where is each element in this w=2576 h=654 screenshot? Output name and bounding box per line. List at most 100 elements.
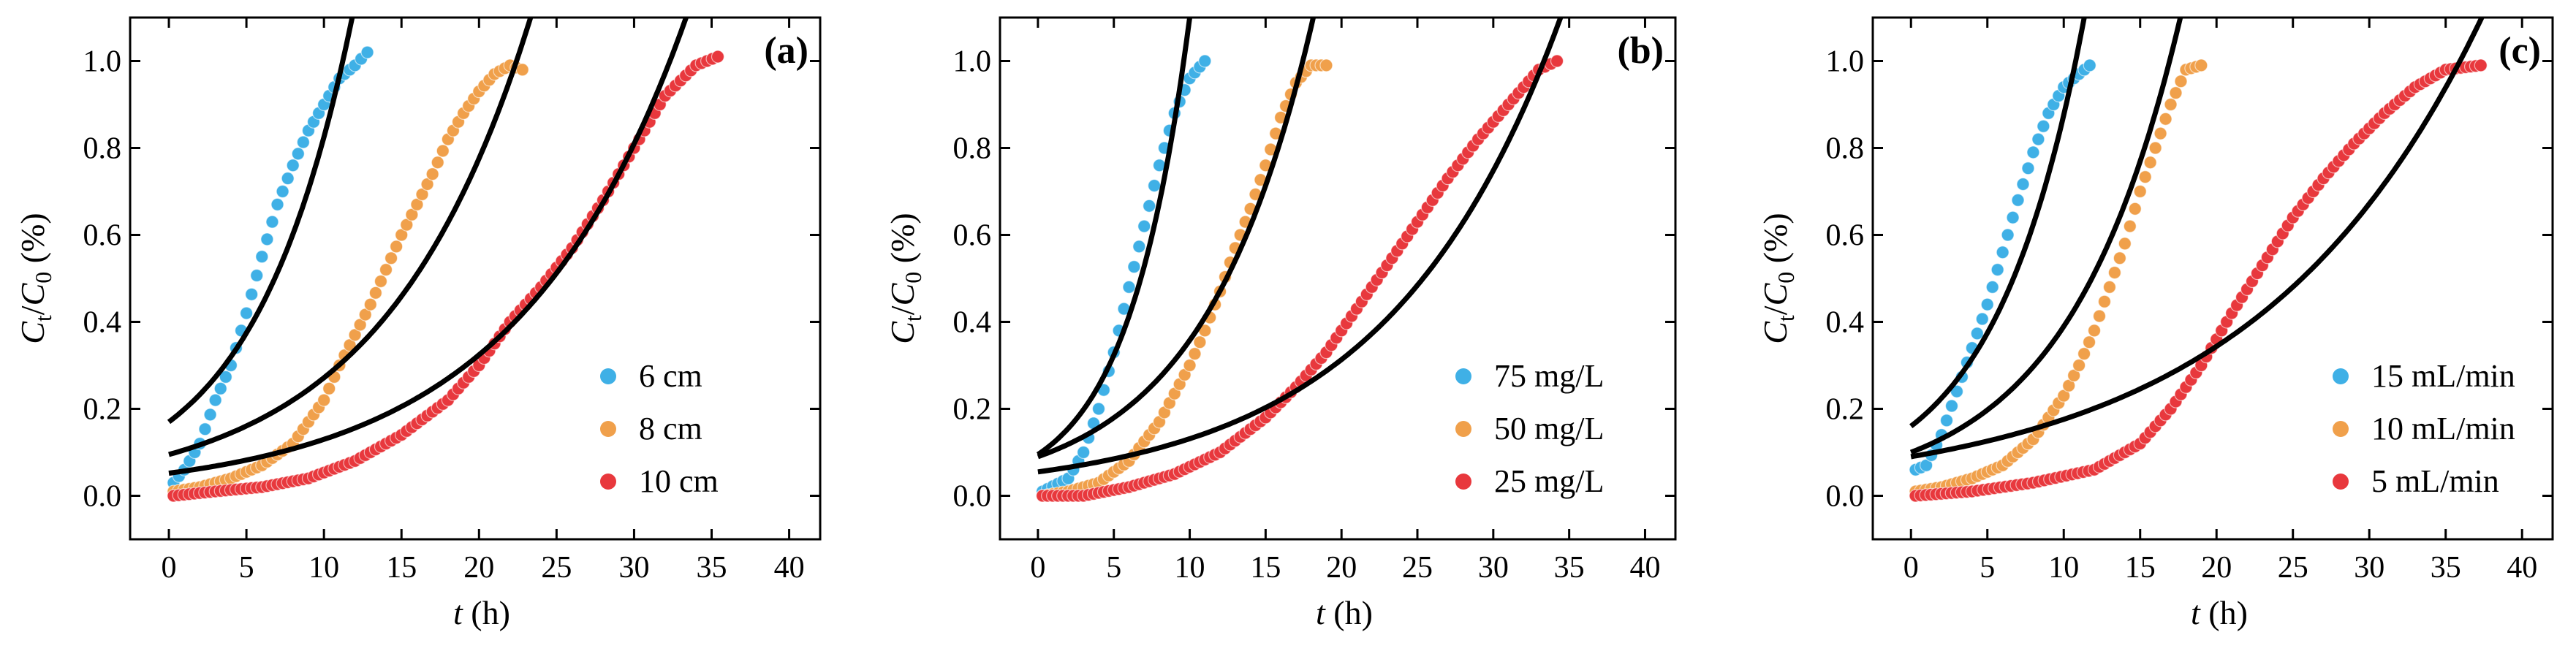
data-point	[2026, 145, 2040, 159]
legend-marker	[2333, 474, 2349, 490]
y-tick-label: 0.0	[1826, 480, 1865, 514]
data-point	[2006, 210, 2020, 224]
y-axis-label-part: t	[30, 315, 56, 322]
x-tick-label: 20	[2201, 551, 2232, 585]
data-point	[2113, 251, 2126, 265]
data-point	[203, 408, 217, 422]
legend-marker	[1455, 474, 1471, 490]
y-axis-label-part: 0	[900, 272, 926, 284]
series-2	[1909, 18, 2488, 503]
data-point	[2097, 294, 2112, 308]
y-axis-label-part: (%)	[14, 213, 51, 271]
data-point	[2118, 237, 2132, 251]
x-tick-label: 40	[774, 551, 805, 585]
data-point	[2016, 177, 2030, 191]
data-point	[2072, 358, 2086, 373]
plot-frame	[1871, 16, 2554, 541]
fit-curve	[1036, 18, 1193, 457]
y-axis-label-part: 0	[1773, 272, 1799, 284]
y-axis-label-part: C	[1757, 282, 1794, 305]
y-axis-label-part: t	[900, 315, 926, 322]
data-point	[1980, 297, 1994, 311]
data-point	[265, 215, 279, 229]
legend-label: 6 cm	[639, 358, 702, 394]
data-point	[2031, 132, 2045, 146]
data-point	[515, 63, 529, 77]
data-point	[250, 268, 264, 283]
y-axis-label: Ct/C0 (%)	[14, 213, 56, 344]
panel-label: (c)	[2499, 30, 2541, 72]
data-point	[2133, 184, 2147, 199]
data-point	[2153, 126, 2167, 140]
data-point	[2138, 170, 2152, 184]
y-axis-label-part: (%)	[1757, 213, 1794, 271]
fit-curve	[1909, 18, 2087, 429]
y-tick-label: 0.8	[83, 132, 122, 166]
data-point	[270, 197, 284, 211]
legend: 75 mg/L 50 mg/L 25 mg/L	[1455, 358, 1604, 499]
data-point	[2123, 219, 2137, 233]
x-tick-label: 15	[2125, 551, 2156, 585]
panel-label: (b)	[1617, 30, 1664, 72]
chart-panel-2: 0 5 10 15 20 25 30 35 40 0.0 0.2 0.4 0.6 0.8 1.0 t (h) C…	[1757, 16, 2554, 631]
data-point	[245, 287, 259, 301]
data-point	[1193, 335, 1207, 349]
data-point	[368, 286, 382, 300]
data-point	[374, 274, 388, 289]
x-tick-label: 10	[1175, 551, 1205, 585]
series-2	[1036, 18, 1564, 503]
data-point	[1319, 58, 1333, 72]
series-0	[1909, 18, 2096, 476]
data-point	[436, 144, 450, 158]
data-point	[296, 135, 310, 149]
data-point	[219, 370, 232, 384]
data-point	[2169, 86, 2183, 100]
legend-marker	[2333, 368, 2349, 384]
x-axis-label: t (h)	[2191, 594, 2248, 631]
legend-label: 5 mL/min	[2371, 463, 2499, 499]
x-tick-label: 25	[541, 551, 572, 585]
data-point	[255, 250, 269, 264]
data-point	[2194, 58, 2208, 72]
data-point	[1990, 263, 2004, 277]
legend-label: 50 mg/L	[1494, 411, 1604, 446]
plot-frame	[999, 16, 1677, 541]
data-point	[260, 232, 274, 246]
data-point	[2011, 193, 2025, 207]
y-tick-label: 1.0	[1826, 45, 1865, 79]
data-point	[2001, 228, 2015, 242]
data-point	[1944, 399, 1959, 413]
x-axis-label-unit: (h)	[1325, 594, 1373, 631]
legend-label: 25 mg/L	[1494, 463, 1604, 499]
y-tick-label: 0.0	[83, 480, 122, 514]
x-tick-label: 5	[239, 551, 254, 585]
legend-marker	[600, 421, 616, 437]
x-tick-label: 25	[1402, 551, 1433, 585]
y-axis-label-part: C	[884, 282, 921, 305]
data-point	[1091, 402, 1106, 416]
y-axis-label-part: C	[14, 321, 51, 344]
series-1	[1909, 18, 2208, 498]
data-point	[286, 159, 300, 172]
y-axis-label: Ct/C0 (%)	[884, 213, 926, 344]
data-point	[1985, 280, 1999, 294]
y-tick-label: 1.0	[953, 45, 992, 79]
data-point	[1148, 178, 1162, 193]
data-point	[711, 50, 725, 64]
data-point	[317, 393, 331, 407]
legend-marker	[1455, 421, 1471, 437]
x-tick-label: 15	[1250, 551, 1281, 585]
y-axis-label-part: (%)	[884, 213, 921, 271]
data-point	[2082, 335, 2096, 349]
data-point	[276, 184, 289, 199]
data-point	[2087, 324, 2102, 338]
y-axis-label-part: /	[1757, 305, 1794, 315]
y-tick-label: 0.2	[953, 393, 992, 427]
data-point	[2159, 112, 2172, 126]
x-tick-label: 35	[1554, 551, 1585, 585]
fit-curve	[167, 18, 355, 425]
y-tick-label: 0.2	[83, 393, 122, 427]
x-tick-label: 10	[308, 551, 339, 585]
data-point	[240, 306, 254, 320]
